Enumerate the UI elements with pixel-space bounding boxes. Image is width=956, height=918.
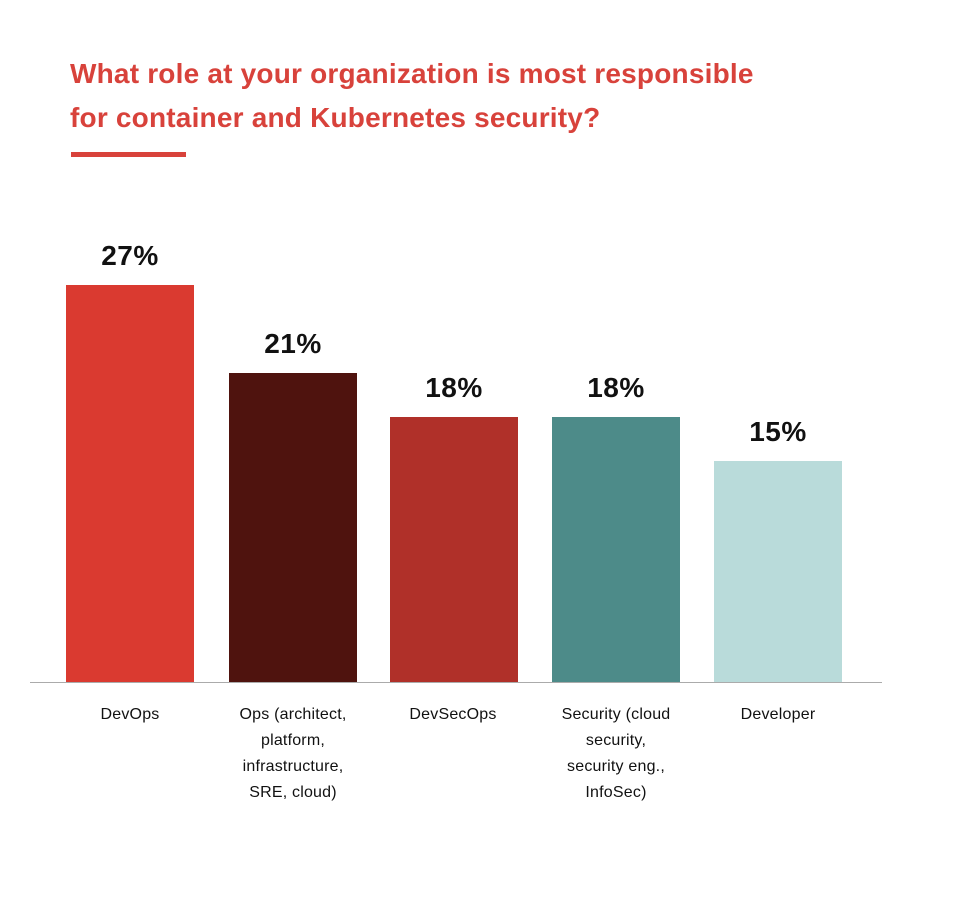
category-label-devops: DevOps [100, 706, 160, 723]
value-label-ops: 21% [264, 328, 322, 359]
category-label-devsecops: DevSecOps [409, 706, 497, 723]
title-underline-accent [71, 152, 186, 157]
chart-title: What role at your organization is most r… [70, 52, 830, 140]
bar-devsecops [390, 417, 518, 682]
bar-group-security: 18% [552, 372, 680, 682]
bar-devops [66, 285, 194, 682]
value-label-security: 18% [587, 372, 645, 403]
bars-layer: 27% 21% 18% 18% 15% [66, 240, 842, 682]
bar-group-devops: 27% [66, 240, 194, 682]
value-label-devsecops: 18% [425, 372, 483, 403]
x-axis-line [30, 682, 882, 683]
value-label-developer: 15% [749, 416, 807, 447]
category-label-security: Security (cloud security, security eng.,… [561, 706, 671, 801]
bar-developer [714, 461, 842, 682]
bar-security [552, 417, 680, 682]
bar-group-developer: 15% [714, 416, 842, 682]
bar-group-devsecops: 18% [390, 372, 518, 682]
bar-group-ops: 21% [229, 328, 357, 682]
chart-title-line-2: for container and Kubernetes security? [70, 102, 601, 133]
category-label-developer: Developer [740, 706, 816, 723]
category-label-ops: Ops (architect, platform, infrastructure… [239, 706, 347, 801]
bar-ops [229, 373, 357, 682]
chart-title-line-1: What role at your organization is most r… [70, 58, 754, 89]
value-label-devops: 27% [101, 240, 159, 271]
